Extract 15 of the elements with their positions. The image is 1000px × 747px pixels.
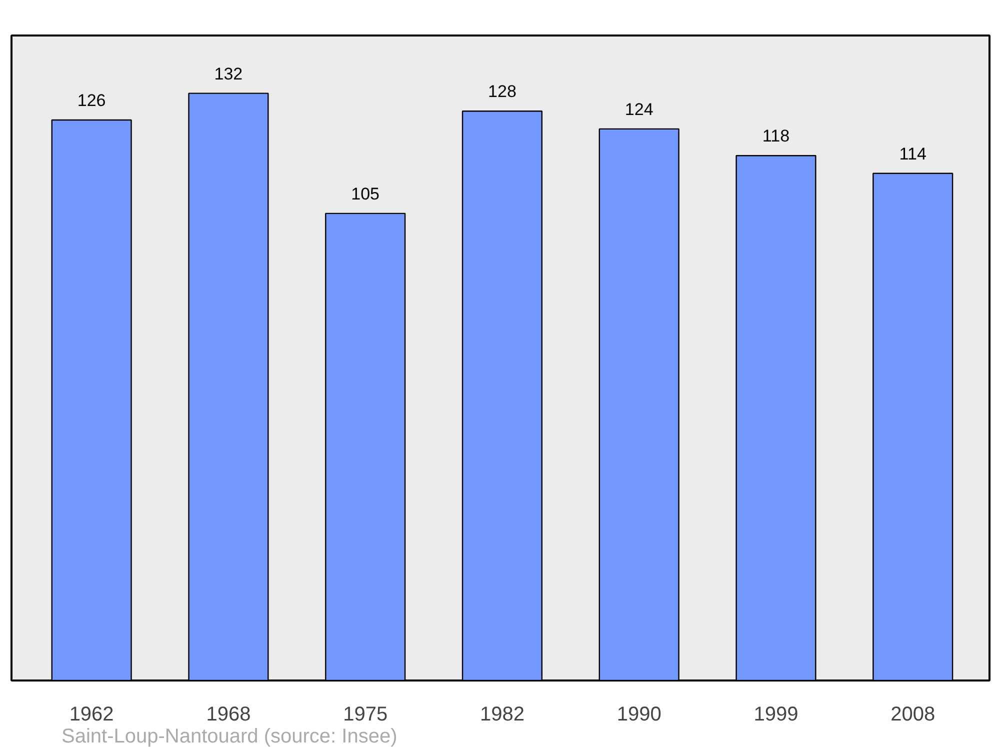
text: Saint-Loup-Nantouard (source: Insee) [62, 726, 398, 747]
x-tick-label: 1999 [754, 704, 798, 726]
data-label: 114 [899, 144, 926, 164]
x-tick-label: 1962 [69, 704, 114, 726]
x-tick-label: 2008 [890, 704, 936, 726]
data-label: 124 [624, 100, 654, 119]
data-label: 118 [762, 126, 790, 146]
data-label: 128 [488, 82, 516, 102]
data-label: 132 [214, 64, 243, 84]
x-tick-label: 1968 [206, 704, 251, 726]
x-tick-label: 1975 [343, 704, 388, 726]
data-label: 126 [77, 91, 106, 110]
x-tick-label: 1990 [616, 704, 662, 726]
data-label: 105 [351, 184, 380, 204]
x-tick-label: 1982 [480, 704, 524, 726]
